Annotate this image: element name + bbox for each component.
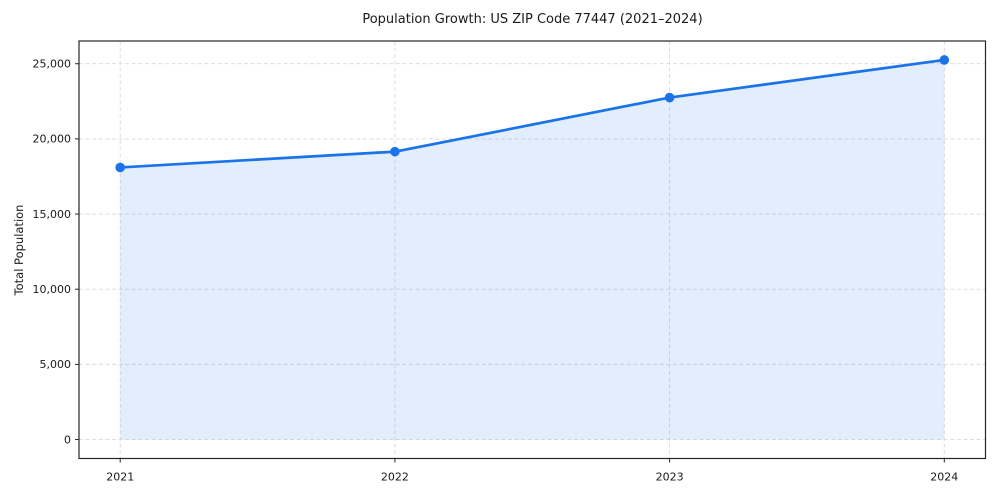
data-point: [939, 55, 950, 65]
x-tick-label: 2022: [381, 471, 409, 484]
y-tick-label: 0: [64, 433, 71, 446]
x-tick-label: 2023: [656, 471, 684, 484]
y-tick-label: 15,000: [33, 208, 72, 221]
data-point: [115, 162, 126, 173]
area-fill: [120, 59, 945, 440]
y-tick-label: 20,000: [33, 133, 72, 146]
trend-line: [118, 58, 946, 169]
chart-title: Population Growth: US ZIP Code 77447 (20…: [362, 12, 703, 27]
data-point: [390, 146, 400, 157]
data-point: [664, 92, 675, 103]
x-tick-label: 2024: [930, 471, 958, 484]
y-tick-label: 25,000: [33, 58, 72, 71]
axes-spines: [78, 40, 987, 460]
y-tick-label: 10,000: [33, 283, 72, 296]
x-tick-label: 2021: [106, 471, 134, 484]
y-tick-label: 5,000: [40, 358, 72, 371]
